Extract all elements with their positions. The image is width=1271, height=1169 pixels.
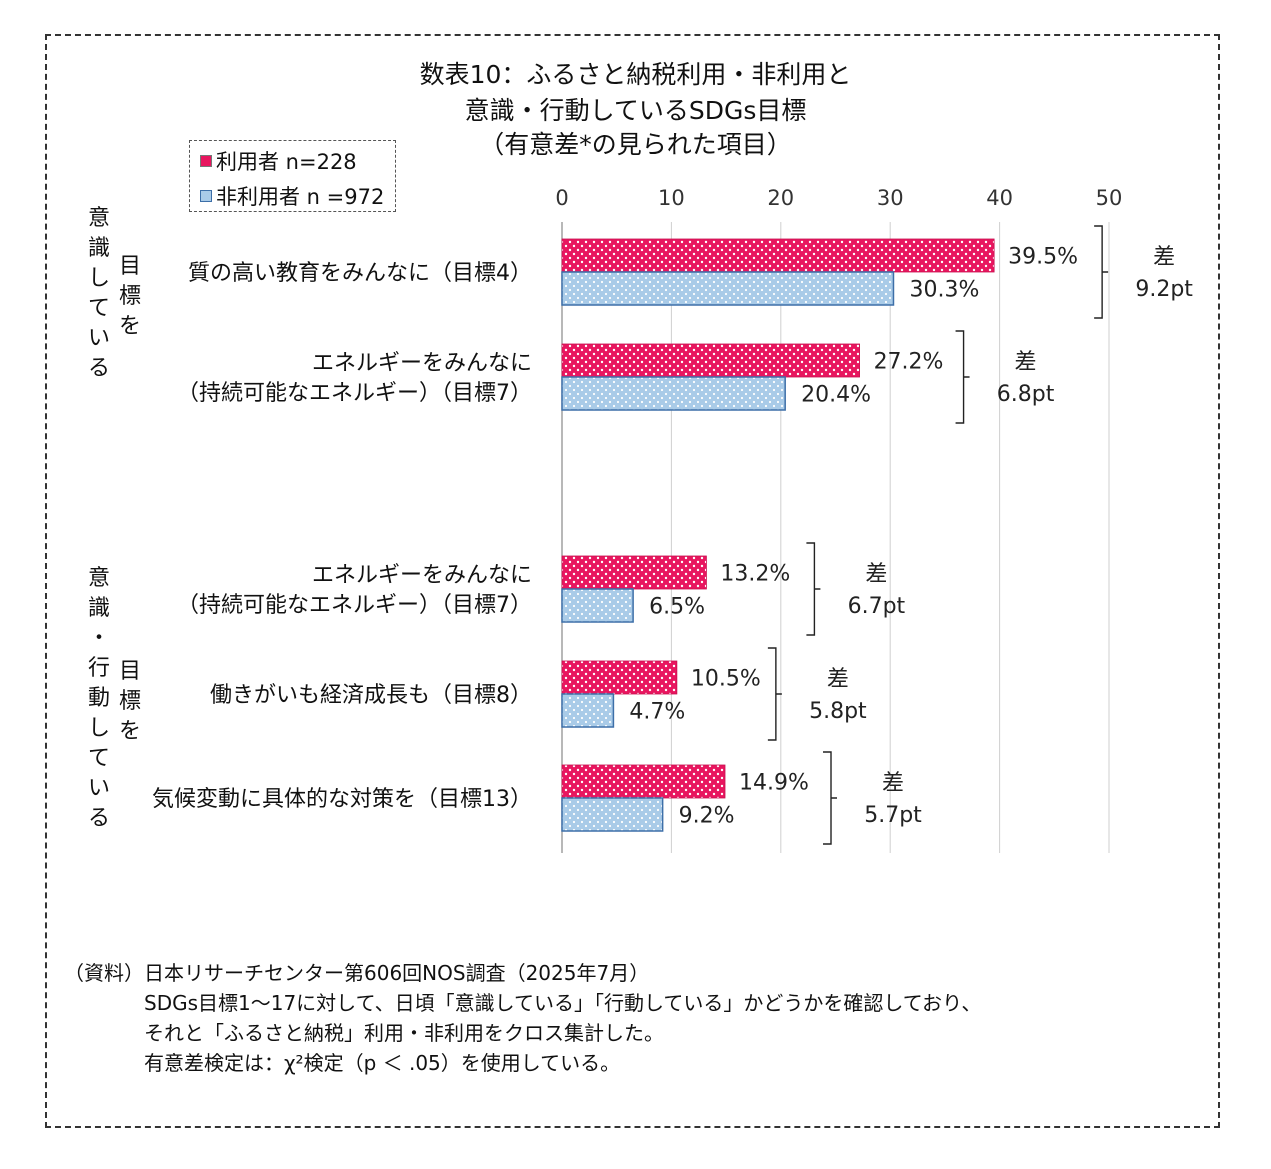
group1-label-col2: 目標を [118, 254, 141, 339]
source-note: （資料）日本リサーチセンター第606回NOS調査（2025年7月） SDGs目標… [64, 958, 981, 1078]
legend-item-user: 利用者 n=228 [200, 146, 357, 176]
legend: 利用者 n=228 非利用者 n =972 [189, 140, 396, 212]
note-line3: それと「ふるさと納税」利用・非利用をクロス集計した。 [144, 1021, 664, 1045]
note-line1: （資料）日本リサーチセンター第606回NOS調査（2025年7月） [64, 961, 650, 985]
legend-swatch-nonuser [200, 190, 212, 202]
legend-swatch-user [200, 155, 212, 167]
chart-title-line2: 意識・行動しているSDGs目標 [464, 96, 807, 125]
chart-title-line3: （有意差*の見られた項目） [479, 130, 792, 159]
legend-label-user: 利用者 n=228 [216, 150, 357, 174]
group1-label-col1: 意識している [87, 206, 110, 381]
chart-title-line1: 数表10：ふるさと納税利用・非利用と [419, 60, 852, 89]
figure-frame [45, 34, 1220, 1128]
note-line4: 有意差検定は：χ²検定（p ＜ .05）を使用している。 [144, 1051, 621, 1075]
legend-item-nonuser: 非利用者 n =972 [200, 181, 384, 211]
group2-label-col2: 目標を [118, 659, 141, 744]
legend-label-nonuser: 非利用者 n =972 [216, 185, 385, 209]
note-line2: SDGs目標1～17に対して、日頃「意識している」「行動している」かどうかを確認… [144, 991, 982, 1015]
group2-label-col1: 意識・行動している [87, 566, 110, 831]
